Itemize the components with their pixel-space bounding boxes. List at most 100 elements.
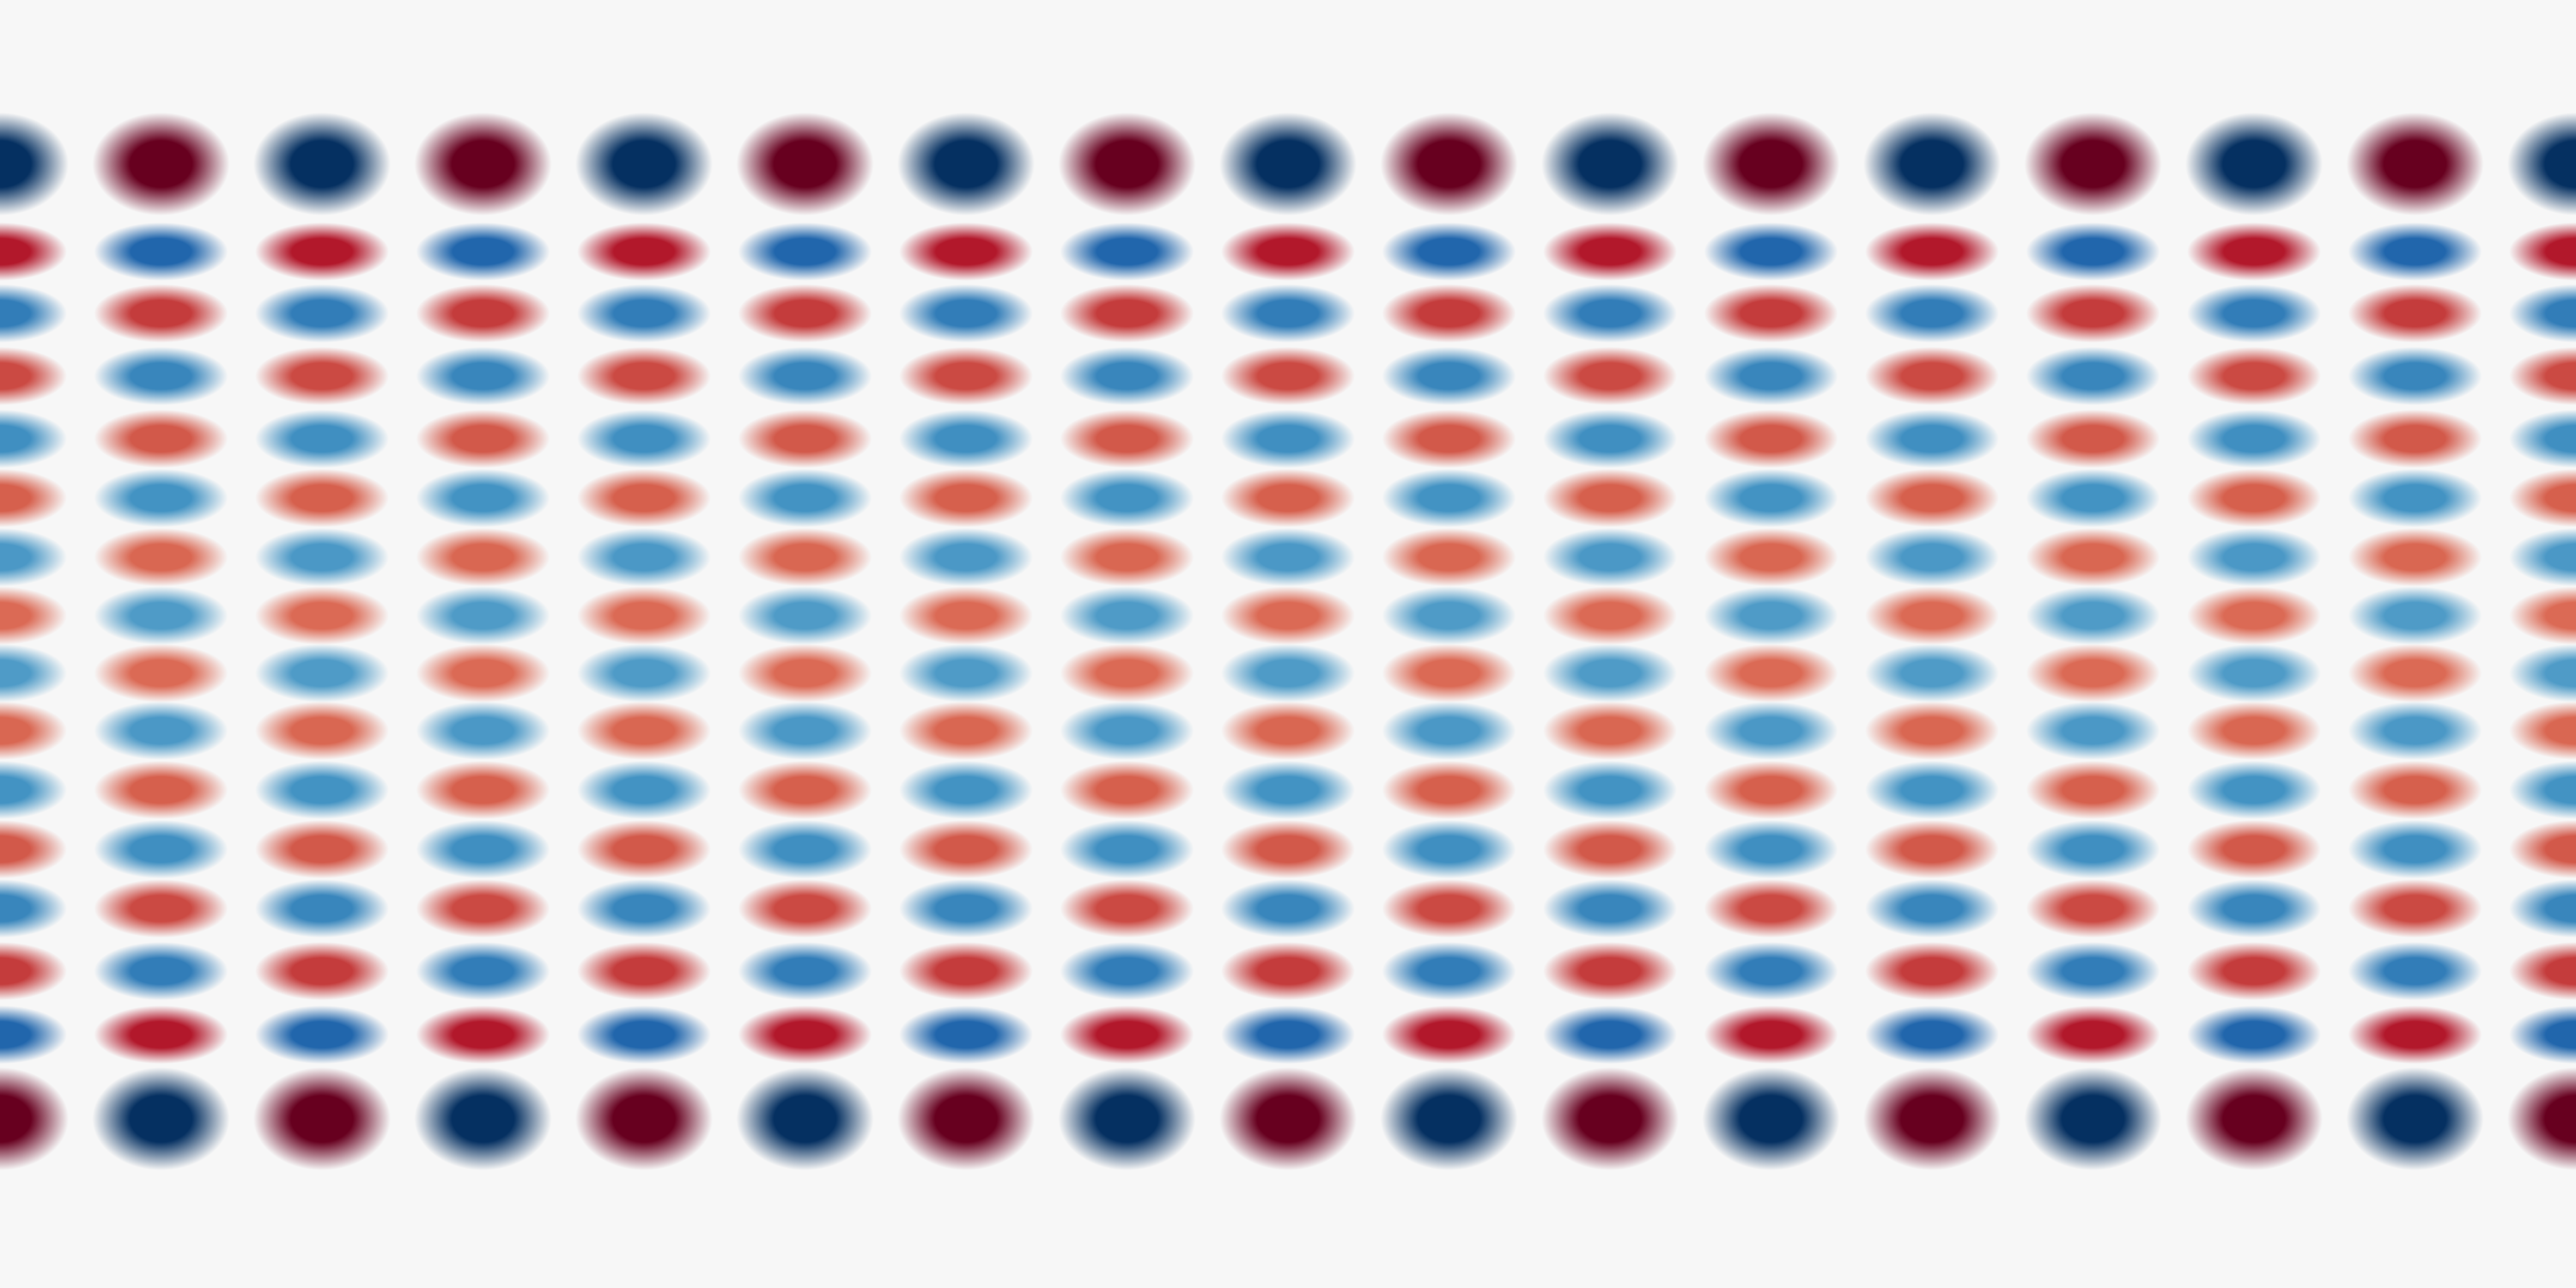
blob xyxy=(1865,222,1999,281)
blob xyxy=(255,586,389,645)
blob xyxy=(0,284,67,343)
blob xyxy=(414,112,552,216)
blob xyxy=(1221,222,1355,281)
blob xyxy=(416,284,550,343)
blob xyxy=(2507,112,2576,216)
blob xyxy=(1060,410,1194,468)
blob xyxy=(2026,761,2160,819)
blob xyxy=(1382,469,1516,527)
blob xyxy=(0,1067,69,1170)
blob xyxy=(253,112,391,216)
blob xyxy=(1863,112,2001,216)
blob xyxy=(1865,702,1999,760)
blob xyxy=(1543,879,1677,938)
blob xyxy=(2187,347,2321,405)
blob xyxy=(94,702,228,760)
blob xyxy=(1704,528,1838,586)
blob xyxy=(1221,586,1355,645)
blob xyxy=(2509,879,2576,938)
blob xyxy=(1702,112,1840,216)
blob xyxy=(1382,586,1516,645)
blob xyxy=(255,761,389,819)
blob xyxy=(1865,586,1999,645)
blob xyxy=(0,761,67,819)
blob xyxy=(94,1005,228,1064)
blob xyxy=(2348,222,2482,281)
blob xyxy=(2509,469,2576,527)
blob xyxy=(1704,586,1838,645)
blob xyxy=(577,410,711,468)
blob xyxy=(2024,112,2162,216)
blob xyxy=(416,761,550,819)
blob xyxy=(738,528,872,586)
blob xyxy=(1382,347,1516,405)
blob xyxy=(1543,702,1677,760)
blob xyxy=(1704,702,1838,760)
blob xyxy=(2026,347,2160,405)
blob xyxy=(1543,761,1677,819)
blob xyxy=(2509,702,2576,760)
blob xyxy=(1863,1067,2001,1170)
blob xyxy=(2187,1005,2321,1064)
blob xyxy=(2024,1067,2162,1170)
blob xyxy=(2348,284,2482,343)
blob xyxy=(2187,528,2321,586)
blob xyxy=(2187,586,2321,645)
blob xyxy=(1865,410,1999,468)
blob xyxy=(2187,410,2321,468)
blob xyxy=(94,469,228,527)
blob xyxy=(575,1067,713,1170)
blob xyxy=(1382,222,1516,281)
blob xyxy=(738,410,872,468)
blob xyxy=(416,702,550,760)
blob xyxy=(2509,222,2576,281)
blob xyxy=(2187,284,2321,343)
blob xyxy=(1704,942,1838,1000)
blob xyxy=(1865,284,1999,343)
blob xyxy=(2026,942,2160,1000)
blob xyxy=(897,1067,1035,1170)
blob xyxy=(1704,644,1838,702)
blob xyxy=(738,284,872,343)
blob xyxy=(1219,112,1357,216)
blob xyxy=(2026,644,2160,702)
blob xyxy=(1865,820,1999,878)
blob xyxy=(255,820,389,878)
blob xyxy=(94,879,228,938)
blob xyxy=(736,1067,874,1170)
blob xyxy=(2348,410,2482,468)
blob xyxy=(0,942,67,1000)
blob xyxy=(2348,469,2482,527)
blob xyxy=(1865,469,1999,527)
blob xyxy=(94,820,228,878)
blob xyxy=(2348,820,2482,878)
blob xyxy=(1543,222,1677,281)
blob xyxy=(2348,586,2482,645)
blob xyxy=(1543,586,1677,645)
blob xyxy=(0,347,67,405)
blob xyxy=(1865,528,1999,586)
blob xyxy=(2026,586,2160,645)
blob xyxy=(577,222,711,281)
blob xyxy=(255,347,389,405)
blob xyxy=(94,410,228,468)
blob xyxy=(899,284,1033,343)
blob xyxy=(2509,1005,2576,1064)
blob xyxy=(1060,820,1194,878)
blob xyxy=(1221,879,1355,938)
blob xyxy=(416,469,550,527)
blob xyxy=(897,112,1035,216)
blob xyxy=(2509,347,2576,405)
blob xyxy=(94,347,228,405)
blob xyxy=(1060,347,1194,405)
blob xyxy=(738,879,872,938)
blob xyxy=(255,644,389,702)
blob xyxy=(2507,1067,2576,1170)
blob xyxy=(255,284,389,343)
blob xyxy=(1543,347,1677,405)
blob xyxy=(92,112,230,216)
blob xyxy=(94,284,228,343)
blob xyxy=(738,222,872,281)
blob xyxy=(2348,879,2482,938)
